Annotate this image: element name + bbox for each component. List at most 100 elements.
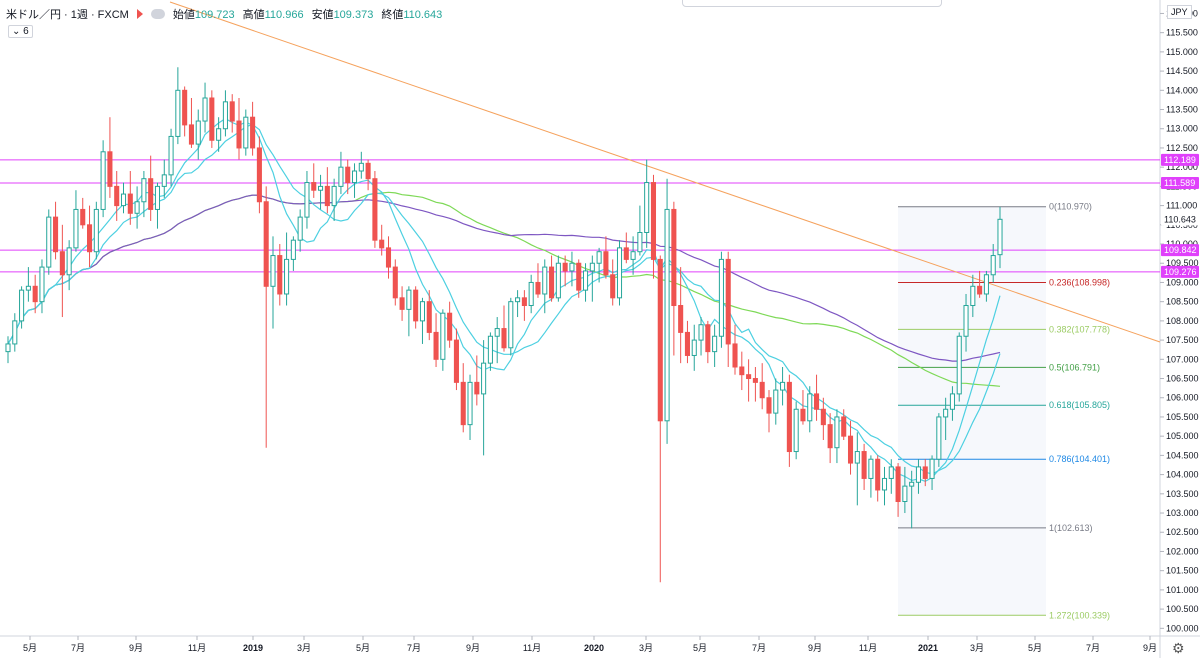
visibility-toggle-icon[interactable] [150,9,165,19]
candle-body[interactable] [983,274,989,295]
candle-body[interactable] [25,285,31,291]
candle-body[interactable] [963,305,969,337]
candle-body[interactable] [59,251,65,276]
candle-body[interactable] [195,120,201,145]
candle-body[interactable] [80,208,86,226]
candle-body[interactable] [413,289,419,322]
candle-body[interactable] [487,335,493,364]
candle-body[interactable] [318,185,324,191]
candle-body[interactable] [175,89,181,137]
candle-body[interactable] [358,162,364,172]
candle-body[interactable] [678,305,684,333]
candle-body[interactable] [467,381,473,426]
symbol-search-bar[interactable] [682,0,942,7]
candle-body[interactable] [93,208,99,253]
candle-body[interactable] [725,258,731,345]
candle-body[interactable] [19,289,25,322]
candle-body[interactable] [433,331,439,360]
candle-body[interactable] [834,416,840,449]
candle-body[interactable] [977,285,983,295]
candle-body[interactable] [909,481,915,487]
candle-body[interactable] [134,201,140,214]
candle-body[interactable] [39,266,45,303]
candle-body[interactable] [943,408,949,418]
candle-body[interactable] [596,251,602,264]
candle-body[interactable] [66,247,72,276]
candle-body[interactable] [814,393,820,410]
candle-body[interactable] [820,408,826,426]
candle-body[interactable] [902,485,908,502]
candle-body[interactable] [86,224,93,253]
candle-body[interactable] [997,218,1003,256]
candle-body[interactable] [956,335,962,395]
candle-body[interactable] [610,274,616,299]
candle-body[interactable] [46,216,52,268]
candle-body[interactable] [379,239,385,249]
candle-body[interactable] [861,451,867,479]
candle-body[interactable] [399,297,405,310]
candle-body[interactable] [209,97,215,141]
candle-body[interactable] [114,185,120,207]
candle-body[interactable] [657,258,663,422]
candle-body[interactable] [453,339,459,383]
candle-body[interactable] [854,451,860,464]
candle-body[interactable] [392,266,398,299]
candle-body[interactable] [576,262,582,291]
candle-body[interactable] [922,466,928,479]
candle-body[interactable] [773,389,779,414]
candle-body[interactable] [732,343,738,368]
candle-body[interactable] [671,208,677,307]
candle-body[interactable] [698,324,704,341]
candle-body[interactable] [161,174,167,187]
candle-body[interactable] [868,458,874,479]
trend-line[interactable] [169,1,1161,343]
candle-body[interactable] [331,185,337,207]
candle-body[interactable] [406,289,412,310]
candle-body[interactable] [32,285,38,303]
candle-body[interactable] [630,251,636,260]
candle-body[interactable] [562,262,568,272]
candle-body[interactable] [290,239,296,260]
candle-body[interactable] [426,301,432,333]
candle-body[interactable] [650,182,657,260]
candle-body[interactable] [304,182,310,218]
candle-body[interactable] [5,343,11,353]
candle-body[interactable] [949,393,955,410]
candle-body[interactable] [684,331,690,356]
candle-body[interactable] [718,258,724,337]
candle-body[interactable] [827,424,833,449]
candle-body[interactable] [936,416,942,460]
candle-body[interactable] [481,362,487,395]
candle-body[interactable] [637,231,643,253]
candle-body[interactable] [12,320,18,345]
candle-body[interactable] [623,247,629,260]
candle-body[interactable] [752,378,758,383]
candle-body[interactable] [440,312,446,360]
candle-body[interactable] [263,201,269,287]
settings-gear-icon[interactable]: ⚙ [1172,640,1185,656]
candle-body[interactable] [148,178,154,210]
candle-body[interactable] [664,208,670,422]
currency-badge[interactable]: JPY [1167,5,1192,19]
candle-body[interactable] [589,262,595,272]
candle-body[interactable] [644,182,650,233]
candle-body[interactable] [888,466,894,479]
candle-body[interactable] [786,381,792,453]
candle-body[interactable] [120,193,127,207]
candle-body[interactable] [793,408,799,453]
candle-body[interactable] [127,193,133,214]
candle-body[interactable] [841,416,847,437]
candle-body[interactable] [712,335,718,353]
candle-body[interactable] [385,247,392,268]
candle-body[interactable] [515,297,521,303]
candle-body[interactable] [277,255,283,295]
candle-body[interactable] [250,116,256,149]
candle-body[interactable] [528,281,534,307]
candle-body[interactable] [270,255,276,287]
candle-body[interactable] [236,120,242,149]
candle-body[interactable] [970,285,976,307]
candle-body[interactable] [365,162,371,180]
candle-body[interactable] [229,101,235,122]
candle-body[interactable] [324,185,330,207]
candle-body[interactable] [691,339,697,356]
